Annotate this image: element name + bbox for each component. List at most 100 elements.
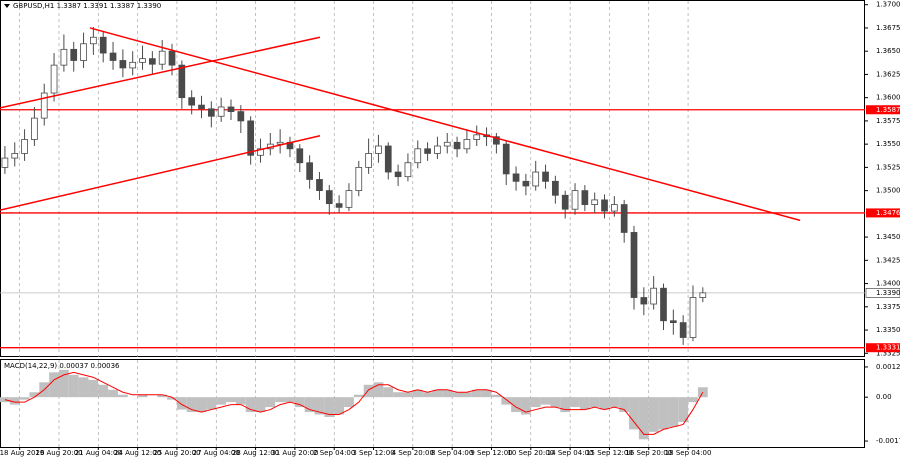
candle-body	[168, 50, 176, 66]
candle-body	[620, 204, 628, 233]
candle-body	[512, 173, 520, 182]
y-tick-label: 1.3400	[876, 280, 900, 288]
candle-body	[139, 58, 146, 63]
macd-bar	[422, 392, 433, 398]
macd-bar	[98, 384, 109, 398]
macd-bar	[235, 397, 246, 405]
macd-bar	[108, 389, 118, 398]
x-tick-label: 25 Aug 20:00	[153, 449, 200, 457]
candle-body	[532, 171, 540, 187]
x-tick-label: 9 Sep 12:00	[470, 449, 512, 457]
macd-bar	[294, 397, 305, 408]
macd-bar	[530, 397, 541, 408]
candle-body	[630, 232, 638, 298]
candle-body	[325, 190, 333, 205]
y-tick-label: 1.3650	[876, 47, 900, 55]
candle-body	[463, 139, 471, 150]
candle-body	[542, 171, 549, 182]
candle-body	[31, 117, 38, 140]
candle-body	[99, 36, 107, 54]
price-panel	[0, 0, 865, 357]
macd-bar	[432, 389, 443, 398]
macd-bar	[579, 397, 590, 410]
candle-body	[90, 36, 97, 45]
candle-body	[571, 190, 579, 210]
macd-bar	[599, 397, 610, 410]
x-tick-label: 27 Aug 04:00	[193, 449, 240, 457]
candle-body	[699, 292, 707, 298]
level-tag	[866, 208, 900, 218]
macd-bar	[481, 389, 492, 398]
x-tick-label: 31 Aug 20:00	[271, 449, 318, 457]
macd-bar	[216, 397, 227, 405]
candle-body	[434, 145, 441, 154]
x-tick-label: 18 Aug 2026	[0, 449, 45, 457]
candle-body	[21, 139, 28, 154]
candle-body	[453, 141, 461, 150]
y-tick-label: 1.3500	[876, 187, 900, 195]
macd-bar	[58, 369, 69, 398]
level-tag	[866, 105, 900, 115]
macd-bar	[167, 397, 177, 400]
y-tick-label: 1.3575	[876, 117, 900, 125]
macd-bar	[373, 382, 384, 398]
macd-bar	[19, 397, 30, 400]
macd-bar	[629, 397, 639, 430]
macd-bar	[226, 397, 236, 403]
chart-title: GBPUSD,H1 1.3387 1.3391 1.3387 1.3390	[13, 2, 161, 10]
macd-bar	[196, 397, 207, 413]
macd-bar	[412, 389, 423, 398]
macd-bar	[137, 394, 148, 398]
y-tick-label: 1.3675	[876, 24, 900, 32]
candle-body	[640, 297, 648, 305]
y-tick-label: 1.3625	[876, 70, 900, 78]
x-tick-label: 4 Sep 20:00	[392, 449, 434, 457]
candle-body	[158, 50, 166, 65]
candle-body	[660, 287, 667, 322]
menu-arrow[interactable]	[4, 4, 10, 8]
candle-body	[375, 145, 382, 154]
candle-body	[473, 134, 481, 140]
macd-bar	[609, 397, 620, 408]
macd-bar	[334, 397, 345, 415]
y-tick-label: 1.3700	[876, 1, 900, 9]
candle-body	[404, 162, 412, 178]
macd-bar	[78, 377, 89, 398]
candle-body	[355, 166, 363, 192]
current-price-label: 1.3390	[876, 289, 900, 297]
macd-bar	[206, 397, 217, 410]
candle-body	[561, 194, 569, 210]
candle-body	[207, 108, 215, 117]
candle-body	[365, 153, 372, 168]
candle-body	[247, 120, 255, 156]
candle-body	[689, 297, 697, 338]
macd-bar	[668, 397, 679, 427]
macd-bar	[88, 379, 99, 398]
candle-body	[80, 43, 87, 61]
macd-bar	[550, 397, 561, 408]
macd-bar	[511, 397, 521, 413]
macd-bar	[363, 384, 374, 398]
candle-body	[149, 58, 156, 65]
macd-bar	[678, 397, 689, 422]
y-tick-label: 1.3600	[876, 94, 900, 102]
candle-body	[552, 180, 559, 196]
trend-line	[0, 135, 321, 211]
candle-body	[316, 179, 323, 192]
y-tick-label: 1.3350	[876, 326, 900, 334]
x-tick-label: 21 Aug 04:00	[75, 449, 122, 457]
candle-body	[70, 48, 78, 61]
candle-body	[335, 203, 343, 208]
x-tick-label: 16 Sep 20:00	[625, 449, 672, 457]
candle-body	[306, 162, 313, 180]
macd-bar	[117, 394, 128, 398]
macd-bar	[0, 397, 10, 403]
candle-body	[522, 180, 530, 187]
macd-bar	[29, 392, 40, 398]
candle-body	[129, 61, 137, 69]
y-tick-label: 1.3525	[876, 163, 900, 171]
macd-bar	[589, 397, 600, 408]
candle-body	[217, 106, 225, 117]
candle-body	[40, 92, 48, 119]
candle-body	[679, 322, 687, 338]
